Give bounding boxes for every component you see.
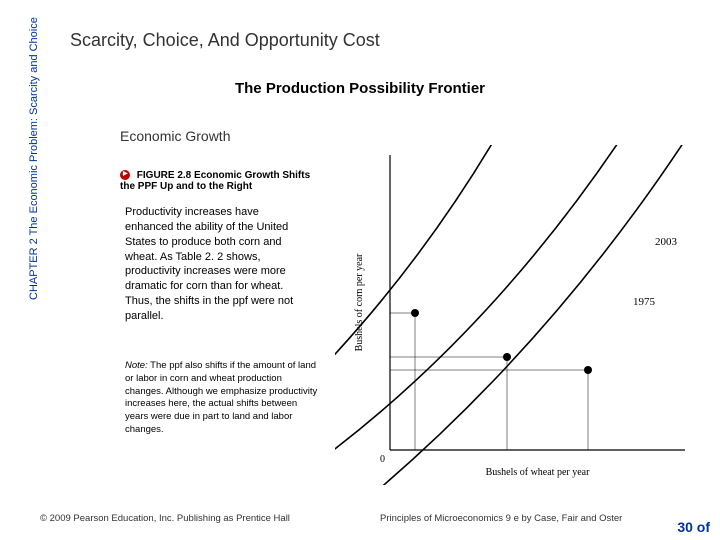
subsection-heading: Economic Growth (120, 128, 230, 144)
svg-text:2003: 2003 (655, 236, 678, 248)
page-number: 30 of (677, 520, 710, 534)
note-paragraph: Note: The ppf also shifts if the amount … (125, 360, 320, 437)
slide-title: Scarcity, Choice, And Opportunity Cost (70, 30, 380, 51)
svg-text:0: 0 (380, 454, 385, 465)
svg-text:1975: 1975 (633, 296, 656, 308)
figure-caption-text: FIGURE 2.8 Economic Growth Shifts the PP… (120, 170, 310, 192)
section-title: The Production Possibility Frontier (0, 80, 720, 97)
play-bullet-icon (120, 170, 130, 180)
svg-text:Bushels of corn per year: Bushels of corn per year (354, 253, 365, 351)
ppf-chart: 1975 2003 0 Bushels of wheat per year Bushel… (335, 145, 695, 485)
note-body: The ppf also shifts if the amount of lan… (125, 360, 317, 435)
figure-caption: FIGURE 2.8 Economic Growth Shifts the PP… (120, 170, 320, 192)
book-title-footer: Principles of Microeconomics 9 e by Case… (380, 513, 622, 524)
copyright-footer: © 2009 Pearson Education, Inc. Publishin… (40, 513, 290, 524)
body-paragraph: Productivity increases have enhanced the… (125, 205, 310, 324)
note-prefix: Note: (125, 360, 148, 371)
chapter-sidebar-label: CHAPTER 2 The Economic Problem: Scarcity… (28, 17, 40, 300)
svg-text:Bushels of wheat per year: Bushels of wheat per year (486, 467, 591, 478)
